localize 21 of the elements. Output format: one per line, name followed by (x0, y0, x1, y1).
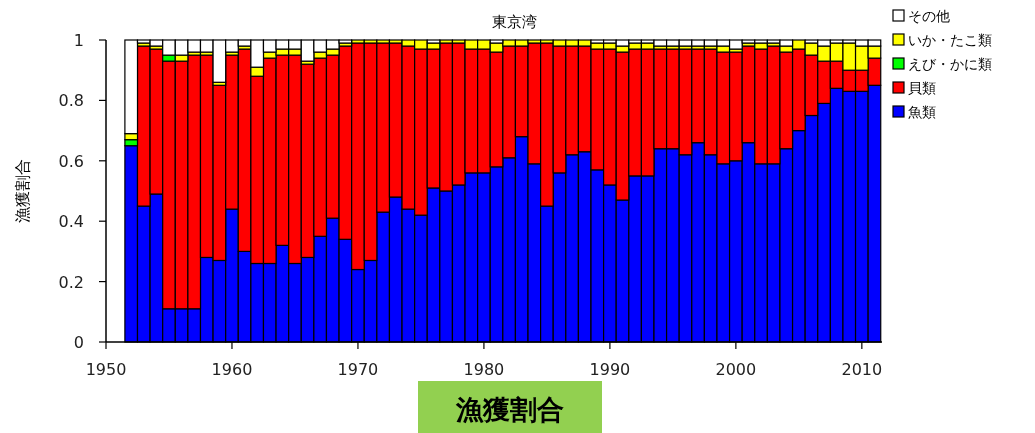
y-tick-label: 0.2 (58, 272, 84, 292)
x-tick-label: 2010 (841, 360, 883, 379)
y-tick-label: 0.8 (58, 91, 84, 111)
x-tick-label: 2000 (715, 360, 757, 379)
x-tick-label: 1980 (463, 360, 505, 379)
x-tick-label: 1990 (589, 360, 631, 379)
y-axis-title: 漁獲割合 (13, 159, 32, 223)
x-tick-label: 1960 (211, 360, 253, 379)
legend-label: 魚類 (908, 104, 936, 120)
y-tick-label: 1 (73, 31, 84, 50)
x-tick-label: 1970 (337, 360, 379, 379)
legend-label: 貝類 (908, 80, 936, 96)
y-tick-label: 0.4 (58, 212, 84, 232)
chart-title: 東京湾 (491, 13, 537, 31)
x-tick-label: 1950 (85, 360, 127, 379)
legend-label: えび・かに類 (908, 56, 992, 72)
text: 漁獲割合 (455, 394, 564, 425)
y-tick-label: 0.6 (58, 151, 84, 171)
y-tick-label: 0 (73, 333, 84, 352)
legend-label: その他 (908, 8, 950, 24)
legend-label: いか・たこ類 (908, 32, 992, 48)
